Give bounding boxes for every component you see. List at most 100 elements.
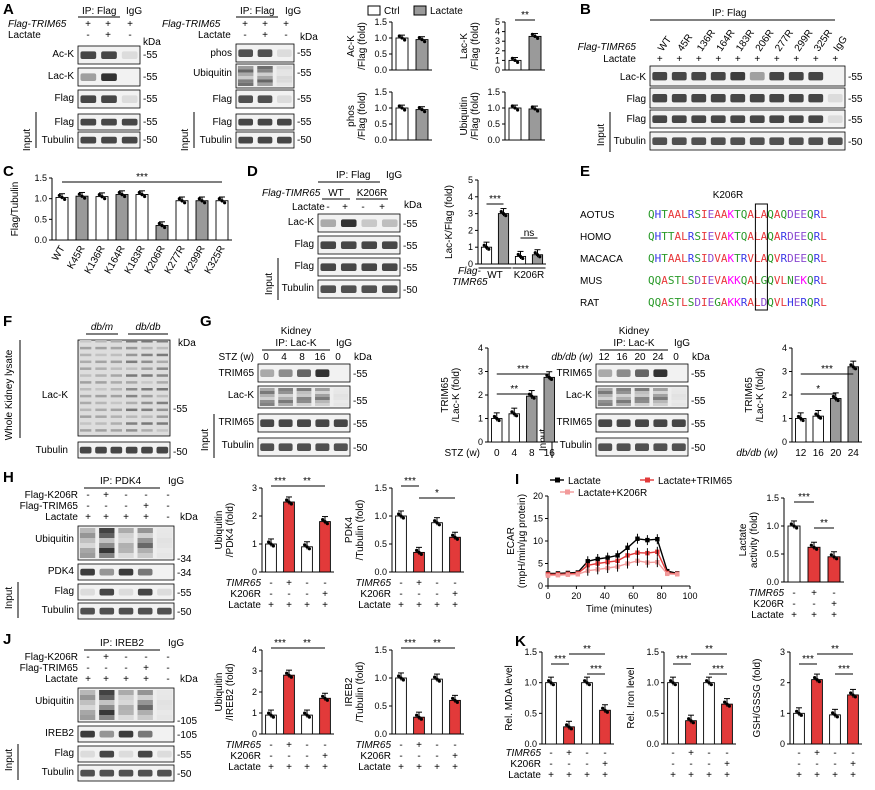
C-bar-point <box>57 193 61 198</box>
G2-lane: 20 <box>634 352 646 363</box>
G2-lack-smear <box>671 388 687 391</box>
H-ubq-smear <box>137 533 153 538</box>
F-mw: -55 <box>173 404 188 415</box>
D-band-label: Lac-K <box>288 217 314 228</box>
B-mw: -50 <box>848 137 863 148</box>
J-input-flag-band <box>80 750 95 758</box>
B-lane: 164R <box>715 28 738 54</box>
A-bar-0-point <box>417 36 421 40</box>
panel-letter-J: J <box>3 631 11 648</box>
B-lane: 45R <box>676 32 696 53</box>
J-row-label: Lactate <box>45 674 78 685</box>
D-input-band: Tubulin <box>282 283 314 294</box>
H-band-label: PDK4 <box>48 566 75 577</box>
G1-lack-smear <box>259 403 275 406</box>
J-bar2-ytick-label: 1.5 <box>374 645 387 655</box>
J-bar1-point <box>267 711 271 715</box>
F-lysate-band <box>156 340 168 343</box>
A2-ubq-smear <box>257 76 273 80</box>
G-bar1-b-sig: ** <box>510 384 518 395</box>
B-lack-band <box>808 72 824 81</box>
K-bar1-sign: - <box>585 748 588 759</box>
B-input-tub-band <box>808 137 824 145</box>
C-bar-point <box>157 221 161 226</box>
H-sign: + <box>103 490 109 501</box>
A-bar-2-point <box>423 110 427 114</box>
G2-input-tub-band <box>635 443 649 451</box>
D-ip-label: IP: Flag <box>336 170 370 181</box>
D-mw: -55 <box>403 219 418 230</box>
I-bar-point <box>835 557 839 561</box>
H-bar2-sign: - <box>399 589 402 600</box>
G2-input-band: TRIM65 <box>556 417 592 428</box>
B-flag-band <box>691 94 707 103</box>
G1-band-label: TRIM65 <box>218 368 254 379</box>
D-bar-bar <box>497 213 510 265</box>
G1-lack-smear <box>333 388 349 391</box>
G-bar2-bar <box>830 398 842 443</box>
I-series-point <box>565 572 571 577</box>
A-band-label: Flag <box>55 93 74 104</box>
F-lysate-band <box>110 381 122 384</box>
K-bar3-b-sig: ** <box>831 644 839 655</box>
G1-input: Input <box>200 429 211 451</box>
G2-lane: 0 <box>673 352 679 363</box>
H-bar1-sign: + <box>286 578 292 589</box>
B-input-flag-strip <box>649 109 846 129</box>
J-kda: kDa <box>180 674 198 685</box>
J-bar1-ylabel: Ubiquitin <box>214 673 225 712</box>
H-input-flag-band <box>137 588 153 596</box>
J-bar1-ylabel: /IREB2 (fold) <box>225 663 236 720</box>
B-band-label: Flag <box>627 94 646 105</box>
J-bar1-bar <box>319 697 331 735</box>
K-bar1-sign: + <box>566 748 572 759</box>
A-bar-3-ytick-label: 1.0 <box>487 103 500 113</box>
G1-input-trim-band <box>297 419 311 427</box>
K-bar3-point <box>851 693 855 697</box>
A1-Ac-K-band <box>101 51 117 59</box>
A2-ubq-smear <box>257 79 273 83</box>
K-bar2-point <box>689 719 693 723</box>
E-species: MACACA <box>580 254 623 265</box>
G-bar2-a-sig: *** <box>821 364 833 375</box>
G-bar2-point <box>799 416 803 421</box>
F-lysate-band <box>110 394 122 398</box>
A-bar-1-point <box>533 34 537 39</box>
H-target-band <box>80 568 95 576</box>
K-bar1-c-sig: *** <box>590 664 602 675</box>
F-lysate-band <box>141 408 153 412</box>
I-bar-bar <box>807 546 821 583</box>
K-bar3-point <box>835 715 839 719</box>
K-bar3-point <box>815 678 819 682</box>
J-ubq-smear <box>99 705 115 710</box>
F-lysate-band <box>126 401 138 405</box>
I-bar-ylabel: Lactate <box>738 523 749 556</box>
A-bar-1-ytick-label: 0 <box>495 65 500 75</box>
F-lysate-band <box>156 429 168 432</box>
G1-band-label: Lac-K <box>228 390 254 401</box>
A2-ubq-smear <box>257 69 273 73</box>
B-lack-band <box>691 72 707 81</box>
B-lane: IgG <box>832 34 850 54</box>
K-bar3-sign: + <box>814 770 820 781</box>
K-bar3-ytick-label: 1 <box>780 708 785 718</box>
K-bar1-sign: - <box>549 759 552 770</box>
C-bar-point <box>220 199 224 203</box>
J-input-flag-band <box>99 750 115 758</box>
A2-ubq-smear <box>257 82 273 86</box>
K-bar3-sign: + <box>796 770 802 781</box>
K-bar1-sign: - <box>567 759 570 770</box>
G1-input-tub-band <box>260 443 275 451</box>
H-bar2-ytick-label: 1.5 <box>374 483 387 493</box>
G-bar2-point <box>818 416 823 420</box>
C-bar-point <box>77 192 81 196</box>
K-bar3-sign: - <box>833 748 836 759</box>
C-bar-point <box>80 194 84 198</box>
A-mw: -50 <box>143 135 158 146</box>
H-ubq-smear <box>79 528 96 533</box>
G1-lack-smear <box>259 388 275 391</box>
I-legend-label: Lactate+TRIM65 <box>658 476 733 487</box>
J-ubq-smear <box>137 715 153 720</box>
G2-lack-smear <box>634 403 650 406</box>
